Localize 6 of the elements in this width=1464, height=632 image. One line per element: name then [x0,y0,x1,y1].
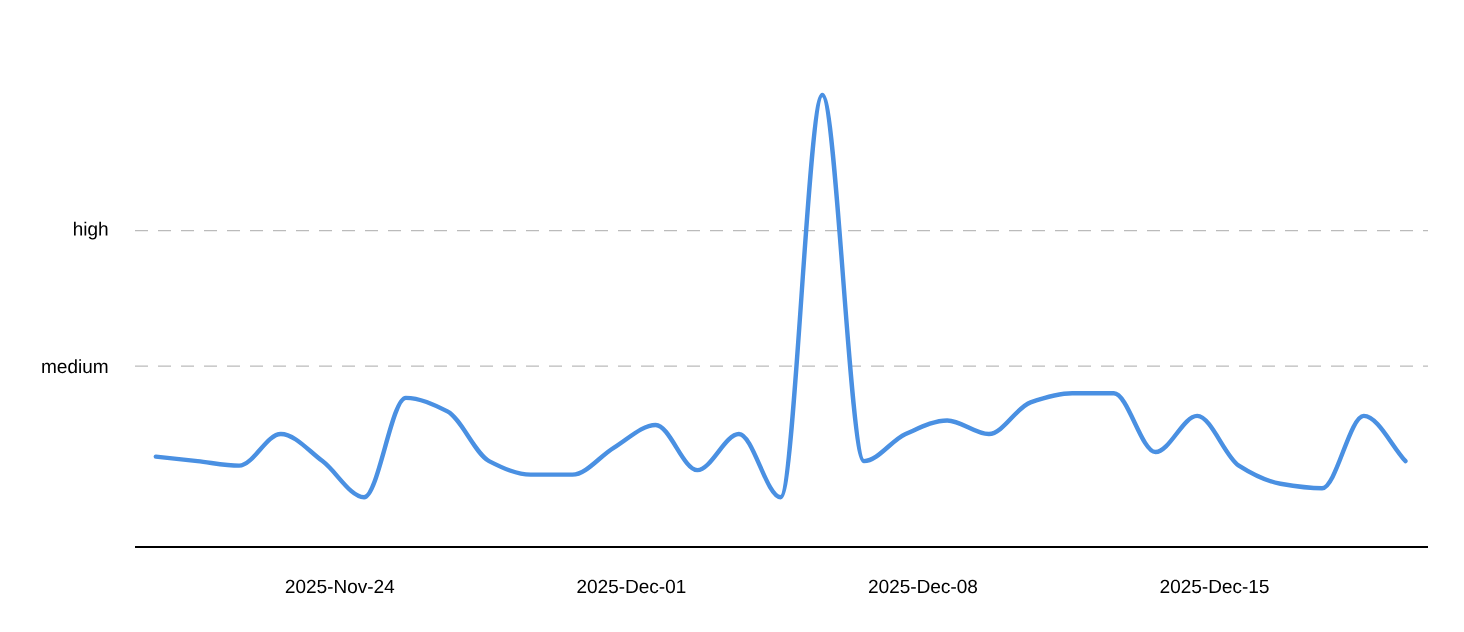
x-tick-label: 2025-Dec-08 [868,579,978,594]
ref-line-label: medium [42,359,108,374]
x-tick-label: 2025-Dec-15 [1160,579,1269,594]
ref-line-label: high [74,221,108,240]
x-tick-label: 2025-Nov-24 [285,579,395,594]
x-tick-label: 2025-Dec-01 [577,579,686,594]
